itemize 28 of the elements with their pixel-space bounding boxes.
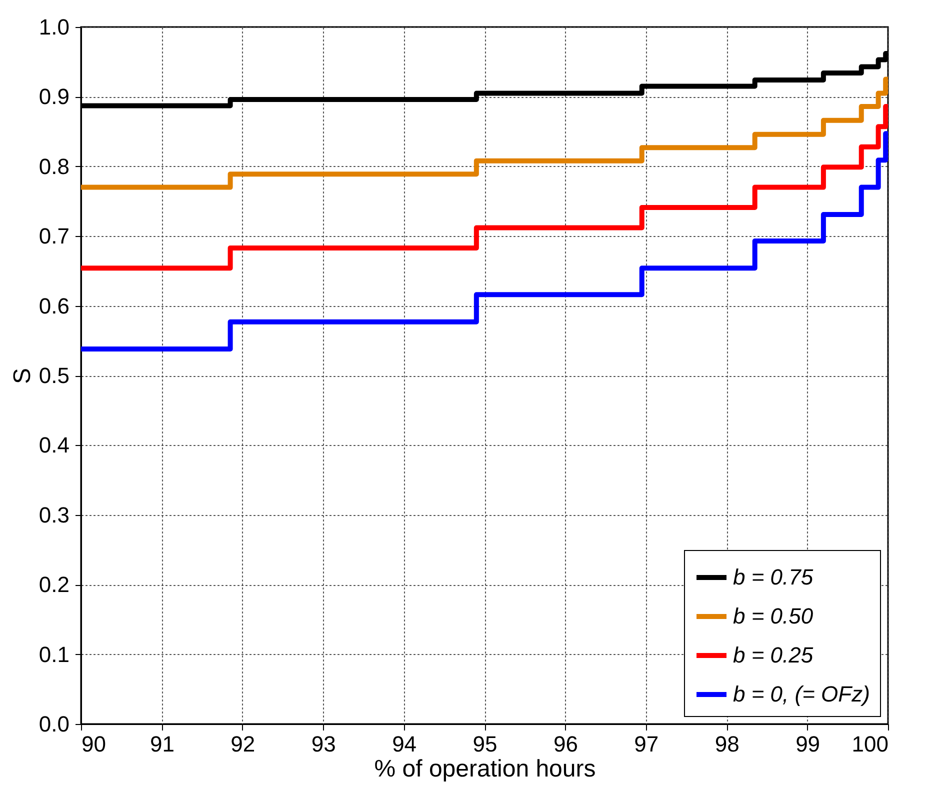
y-axis-title: S <box>8 368 36 384</box>
x-tick-label: 94 <box>392 732 417 756</box>
legend-label: b = 0.50 <box>733 604 814 628</box>
y-tick-label: 0.9 <box>38 84 70 110</box>
x-tick-label: 90 <box>82 732 106 756</box>
legend-label: b = 0.25 <box>733 642 814 668</box>
y-tick-label: 1.0 <box>38 14 70 40</box>
x-axis-title: % of operation hours <box>374 756 596 782</box>
y-tick-label: 0.1 <box>38 642 70 667</box>
y-tick-label: 0.6 <box>38 293 70 318</box>
x-tick-label: 98 <box>714 732 740 756</box>
x-tick-label: 97 <box>634 732 659 756</box>
x-tick-label: 93 <box>311 732 336 756</box>
y-tick-label: 0.8 <box>38 154 70 179</box>
y-tick-label: 0.7 <box>38 224 70 249</box>
y-tick-label: 0.2 <box>38 572 70 598</box>
y-tick-label: 0.3 <box>38 502 70 528</box>
x-tick-label: 96 <box>553 732 578 756</box>
y-tick-label: 0.0 <box>38 712 70 736</box>
x-tick-label: 91 <box>150 732 174 756</box>
x-tick-label: 92 <box>230 732 256 756</box>
x-tick-label: 99 <box>796 732 820 756</box>
x-tick-label: 95 <box>472 732 498 756</box>
legend-label: b = 0.75 <box>733 564 814 590</box>
x-tick-label: 100 <box>852 732 888 756</box>
y-tick-label: 0.4 <box>38 432 70 458</box>
legend-label: b = 0, (= OFz) <box>733 682 870 706</box>
y-tick-label: 0.5 <box>38 363 70 388</box>
